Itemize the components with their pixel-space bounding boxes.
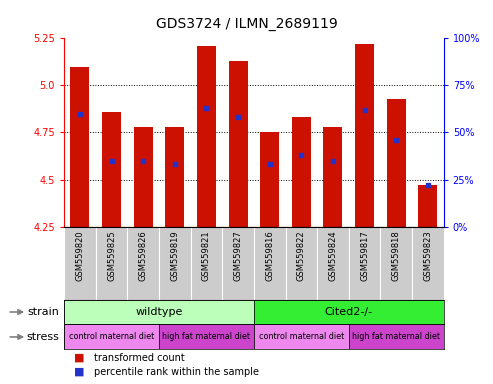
Text: control maternal diet: control maternal diet [69, 333, 154, 341]
Bar [412, 227, 444, 300]
Text: GSM559824: GSM559824 [328, 230, 338, 281]
Bar [254, 324, 349, 349]
Text: percentile rank within the sample: percentile rank within the sample [94, 367, 259, 377]
Text: transformed count: transformed count [94, 353, 184, 363]
Text: GSM559827: GSM559827 [234, 230, 243, 281]
Bar [254, 227, 285, 300]
Bar [387, 99, 406, 227]
Text: high fat maternal diet: high fat maternal diet [352, 333, 440, 341]
Bar [127, 227, 159, 300]
Text: wildtype: wildtype [135, 307, 183, 317]
Bar [292, 118, 311, 227]
Bar [222, 227, 254, 300]
Bar [229, 61, 247, 227]
Text: GSM559822: GSM559822 [297, 230, 306, 281]
Bar [64, 324, 159, 349]
Text: ■: ■ [74, 353, 84, 363]
Bar [355, 44, 374, 227]
Bar [102, 112, 121, 227]
Bar [349, 324, 444, 349]
Bar [191, 227, 222, 300]
Bar [159, 324, 254, 349]
Text: GSM559820: GSM559820 [75, 230, 84, 281]
Text: control maternal diet: control maternal diet [259, 333, 344, 341]
Text: Cited2-/-: Cited2-/- [325, 307, 373, 317]
Bar [64, 300, 254, 324]
Bar [317, 227, 349, 300]
Text: ■: ■ [74, 367, 84, 377]
Text: GDS3724 / ILMN_2689119: GDS3724 / ILMN_2689119 [156, 17, 337, 31]
Text: GSM559816: GSM559816 [265, 230, 274, 281]
Text: GSM559825: GSM559825 [107, 230, 116, 281]
Text: GSM559823: GSM559823 [423, 230, 432, 281]
Bar [134, 127, 153, 227]
Text: GSM559819: GSM559819 [170, 230, 179, 281]
Bar [64, 227, 96, 300]
Bar [197, 46, 216, 227]
Bar [381, 227, 412, 300]
Text: GSM559826: GSM559826 [139, 230, 148, 281]
Text: high fat maternal diet: high fat maternal diet [163, 333, 250, 341]
Bar [323, 127, 343, 227]
Text: GSM559821: GSM559821 [202, 230, 211, 281]
Text: strain: strain [27, 307, 59, 317]
Text: GSM559818: GSM559818 [392, 230, 401, 281]
Bar [285, 227, 317, 300]
Bar [96, 227, 127, 300]
Bar [159, 227, 191, 300]
Text: GSM559817: GSM559817 [360, 230, 369, 281]
Bar [419, 185, 437, 227]
Bar [254, 300, 444, 324]
Bar [349, 227, 381, 300]
Bar [165, 127, 184, 227]
Bar [70, 67, 89, 227]
Text: stress: stress [26, 332, 59, 342]
Bar [260, 132, 279, 227]
